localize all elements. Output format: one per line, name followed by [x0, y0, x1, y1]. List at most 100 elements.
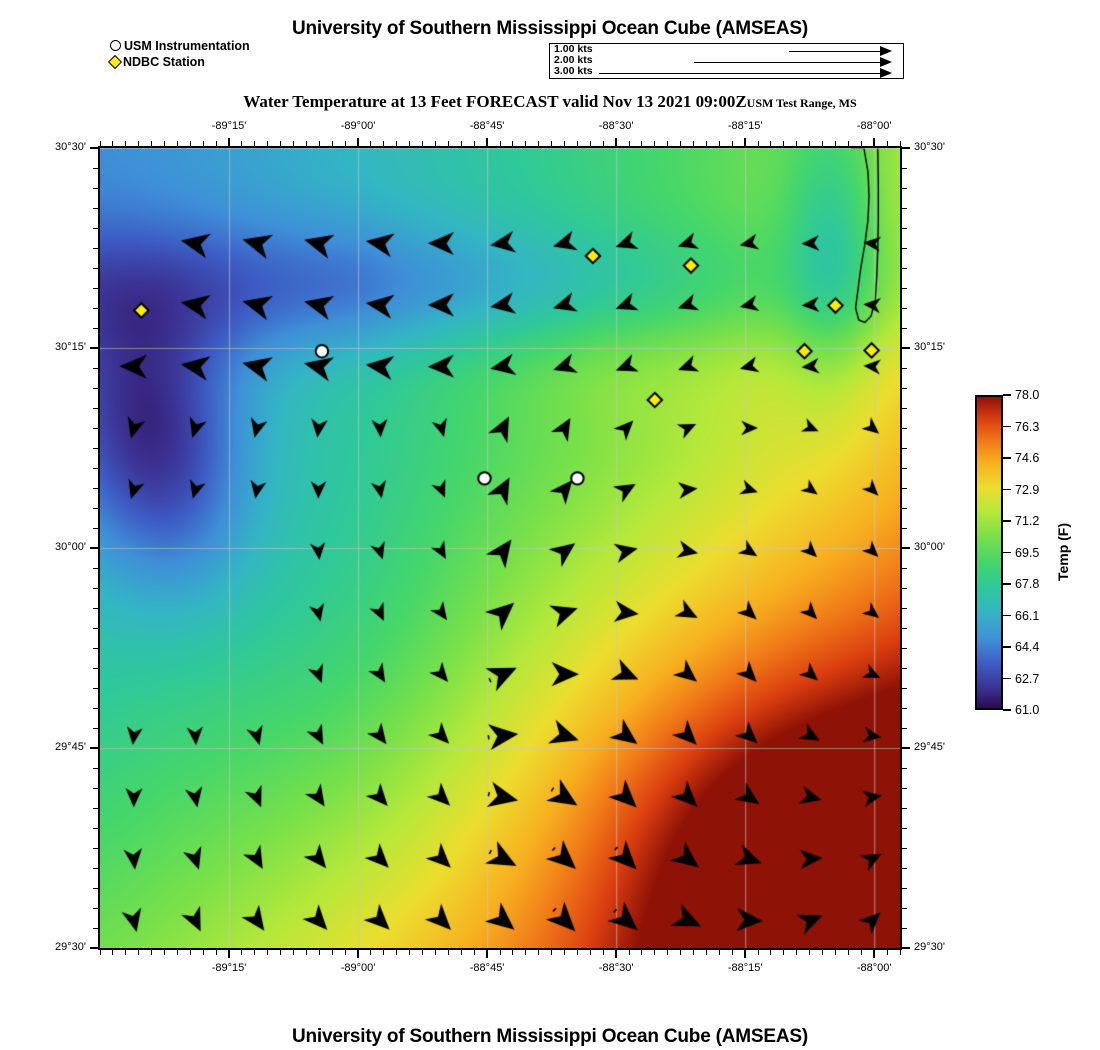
axis-tick [525, 141, 527, 146]
axis-tick [902, 827, 907, 829]
axis-tick [705, 950, 707, 955]
axis-tick [902, 707, 907, 709]
axis-tick [902, 587, 907, 589]
axis-tick [215, 950, 217, 955]
axis-tick [241, 141, 243, 146]
axis-tick [654, 950, 656, 955]
axis-tick [189, 950, 191, 955]
axis-tick [847, 141, 849, 146]
axis-tick [93, 687, 98, 689]
axis-tick [396, 141, 398, 146]
axis-tick [796, 141, 798, 146]
axis-tick [151, 950, 153, 955]
axis-tick [902, 267, 907, 269]
axis-tick [241, 950, 243, 955]
axis-tick [93, 207, 98, 209]
axis-tick [93, 867, 98, 869]
axis-tick [151, 141, 153, 146]
axis-tick [902, 287, 907, 289]
axis-tick [293, 141, 295, 146]
vector-shaft-2 [694, 62, 884, 64]
vector-scale-row-2: 2.00 kts [550, 55, 903, 68]
axis-tick [902, 507, 907, 509]
axis-tick [628, 141, 630, 146]
axis-tick [422, 141, 424, 146]
axis-tick [902, 367, 907, 369]
colorbar-tick [1003, 709, 1011, 711]
axis-tick [305, 950, 307, 955]
axis-tick [757, 950, 759, 955]
axis-tick [718, 950, 720, 955]
axis-tick [460, 141, 462, 146]
axis-tick [164, 950, 166, 955]
axis-tick [93, 787, 98, 789]
axis-tick [90, 547, 98, 549]
axis-tick [125, 141, 127, 146]
axis-tick [680, 141, 682, 146]
axis-tick [822, 950, 824, 955]
vector-arrowhead-2 [880, 57, 892, 67]
axis-tick [902, 307, 907, 309]
axis-tick [902, 427, 907, 429]
axis-tick [822, 141, 824, 146]
axis-tick [834, 950, 836, 955]
axis-tick [93, 727, 98, 729]
temperature-field-canvas [100, 148, 900, 948]
axis-tick [138, 141, 140, 146]
axis-tick [383, 950, 385, 955]
axis-tick [357, 950, 359, 958]
axis-tick [551, 950, 553, 955]
axis-tick [796, 950, 798, 955]
axis-tick [254, 141, 256, 146]
axis-tick [602, 141, 604, 146]
axis-tick [902, 187, 907, 189]
axis-tick [902, 407, 907, 409]
axis-tick [93, 627, 98, 629]
colorbar-tick [1003, 425, 1011, 428]
axis-tick [344, 141, 346, 146]
axis-tick [783, 141, 785, 146]
axis-tick [576, 141, 578, 146]
axis-tick [93, 847, 98, 849]
axis-tick [902, 347, 910, 349]
axis-tick [902, 327, 907, 329]
colorbar-tick [1003, 646, 1011, 648]
axis-tick [564, 141, 566, 146]
footer-title: University of Southern Mississippi Ocean… [291, 1026, 808, 1047]
axis-tick [902, 607, 907, 609]
axis-tick [602, 950, 604, 955]
colorbar-tick [1003, 551, 1011, 554]
axis-tick [899, 950, 901, 955]
axis-tick [770, 950, 772, 955]
axis-tick [93, 827, 98, 829]
axis-tick [93, 527, 98, 529]
axis-tick [93, 187, 98, 189]
axis-tick [383, 141, 385, 146]
axis-tick [589, 950, 591, 955]
subtitle: Water Temperature at 13 Feet FORECAST va… [0, 92, 1100, 112]
axis-tick [93, 287, 98, 289]
axis-tick [667, 950, 669, 955]
axis-tick [318, 950, 320, 955]
axis-tick [93, 467, 98, 469]
axis-tick [93, 407, 98, 409]
axis-tick [783, 950, 785, 955]
axis-tick [344, 950, 346, 955]
map-plot-area[interactable] [98, 146, 902, 950]
colorbar-tick [1003, 394, 1011, 396]
axis-tick [809, 950, 811, 955]
axis-tick [125, 950, 127, 955]
axis-tick [615, 950, 617, 958]
axis-tick-label: 30°00' [55, 541, 86, 553]
legend-item-ndbc: NDBC Station [107, 54, 250, 69]
axis-tick [176, 141, 178, 146]
axis-tick [93, 367, 98, 369]
diamond-marker-icon [107, 54, 123, 69]
axis-tick-label: 30°30' [55, 141, 86, 153]
axis-tick [538, 950, 540, 955]
axis-tick [93, 567, 98, 569]
axis-tick [654, 141, 656, 146]
axis-tick [112, 141, 114, 146]
axis-tick-label: 29°30' [914, 941, 945, 953]
vector-scale-label-1: 1.00 kts [554, 43, 593, 55]
